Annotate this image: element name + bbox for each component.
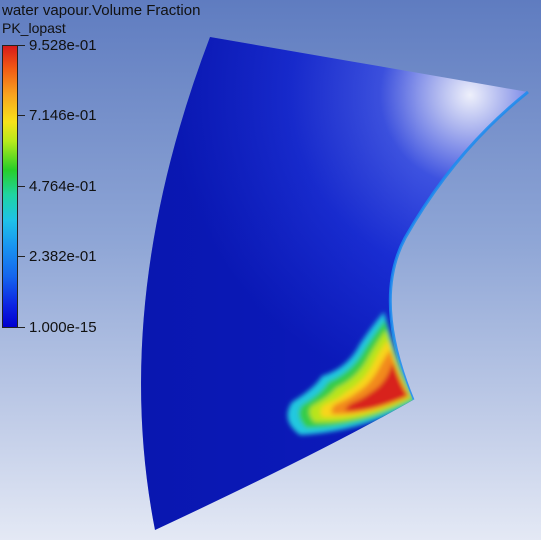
legend-tick: [18, 186, 25, 187]
legend-color-bar: [2, 45, 18, 328]
location-title: PK_lopast: [2, 20, 66, 36]
legend-tick: [18, 45, 25, 46]
legend-label-max: 9.528e-01: [29, 37, 97, 54]
legend-label-2: 7.146e-01: [29, 107, 97, 124]
vapour-cavity-contour: [287, 312, 418, 435]
legend-tick: [18, 327, 25, 328]
legend-label-min: 1.000e-15: [29, 319, 97, 336]
legend-tick: [18, 115, 25, 116]
legend-label-3: 4.764e-01: [29, 178, 97, 195]
variable-title: water vapour.Volume Fraction: [2, 2, 201, 19]
legend-tick: [18, 256, 25, 257]
legend-label-4: 2.382e-01: [29, 248, 97, 265]
blade-surface: [141, 37, 529, 530]
